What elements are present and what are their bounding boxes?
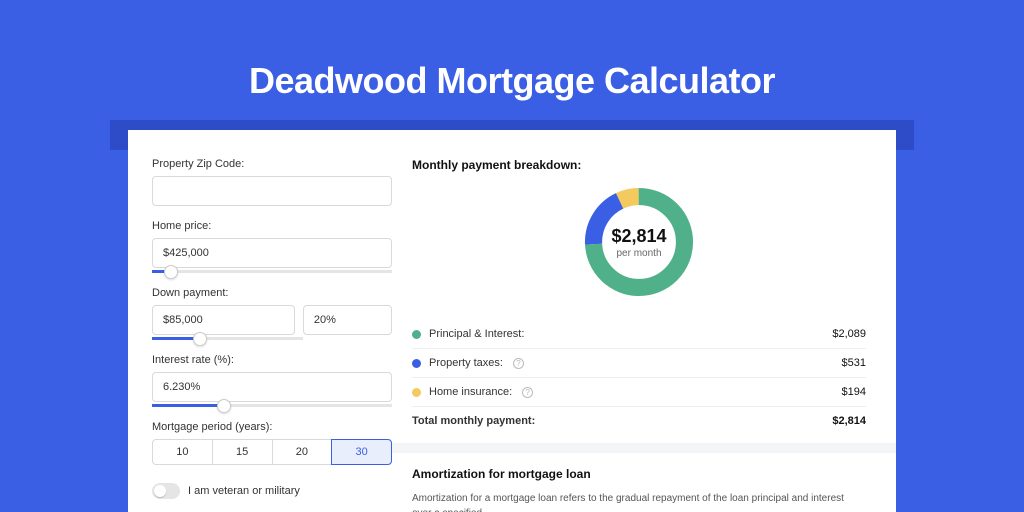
slider-thumb[interactable] <box>217 399 231 413</box>
down-payment-amount-input[interactable] <box>152 305 295 335</box>
inputs-column: Property Zip Code: Home price: Down paym… <box>152 158 392 512</box>
period-label: Mortgage period (years): <box>152 421 392 433</box>
amortization-title: Amortization for mortgage loan <box>412 467 866 481</box>
amortization-text: Amortization for a mortgage loan refers … <box>412 491 866 512</box>
donut-sub: per month <box>616 248 661 259</box>
legend-dot <box>412 359 421 368</box>
period-option-20[interactable]: 20 <box>272 439 333 465</box>
zip-label: Property Zip Code: <box>152 158 392 170</box>
donut-chart: $2,814 per month <box>579 182 699 302</box>
donut-chart-wrap: $2,814 per month <box>412 182 866 302</box>
home-price-field: Home price: <box>152 220 392 273</box>
period-option-10[interactable]: 10 <box>152 439 213 465</box>
total-label: Total monthly payment: <box>412 415 535 427</box>
period-options: 10152030 <box>152 439 392 465</box>
period-option-15[interactable]: 15 <box>212 439 273 465</box>
breakdown-row: Home insurance:? $194 <box>412 378 866 407</box>
total-value: $2,814 <box>832 415 866 427</box>
legend-dot <box>412 330 421 339</box>
veteran-toggle[interactable] <box>152 483 180 499</box>
slider-thumb[interactable] <box>164 265 178 279</box>
home-price-label: Home price: <box>152 220 392 232</box>
breakdown-value: $2,089 <box>832 328 866 340</box>
info-icon[interactable]: ? <box>522 387 533 398</box>
calculator-card: Property Zip Code: Home price: Down paym… <box>128 130 896 512</box>
breakdown-title: Monthly payment breakdown: <box>412 158 866 172</box>
down-payment-label: Down payment: <box>152 287 392 299</box>
info-icon[interactable]: ? <box>513 358 524 369</box>
down-payment-field: Down payment: <box>152 287 392 340</box>
home-price-input[interactable] <box>152 238 392 268</box>
period-field: Mortgage period (years): 10152030 <box>152 421 392 465</box>
interest-rate-label: Interest rate (%): <box>152 354 392 366</box>
breakdown-row: Principal & Interest: $2,089 <box>412 320 866 349</box>
donut-amount: $2,814 <box>611 226 666 247</box>
donut-center: $2,814 per month <box>579 182 699 302</box>
veteran-row: I am veteran or military <box>152 483 392 499</box>
breakdown-label: Principal & Interest: <box>429 328 524 340</box>
breakdown-value: $194 <box>842 386 866 398</box>
toggle-knob <box>154 485 166 497</box>
home-price-slider[interactable] <box>152 270 392 273</box>
interest-rate-field: Interest rate (%): <box>152 354 392 407</box>
interest-rate-slider[interactable] <box>152 404 392 407</box>
breakdown-total-row: Total monthly payment: $2,814 <box>412 407 866 435</box>
down-payment-slider[interactable] <box>152 337 303 340</box>
legend-dot <box>412 388 421 397</box>
breakdown-list: Principal & Interest: $2,089 Property taxe… <box>412 320 866 407</box>
veteran-label: I am veteran or military <box>188 485 300 497</box>
breakdown-row: Property taxes:? $531 <box>412 349 866 378</box>
breakdown-label: Home insurance: <box>429 386 512 398</box>
amortization-section: Amortization for mortgage loan Amortizat… <box>392 443 896 512</box>
interest-rate-input[interactable] <box>152 372 392 402</box>
down-payment-percent-input[interactable] <box>303 305 392 335</box>
page-title: Deadwood Mortgage Calculator <box>0 60 1024 102</box>
breakdown-column: Monthly payment breakdown: $2,814 per mo… <box>412 158 866 512</box>
breakdown-label: Property taxes: <box>429 357 503 369</box>
slider-thumb[interactable] <box>193 332 207 346</box>
breakdown-value: $531 <box>842 357 866 369</box>
period-option-30[interactable]: 30 <box>331 439 392 465</box>
zip-input[interactable] <box>152 176 392 206</box>
zip-field: Property Zip Code: <box>152 158 392 206</box>
hero: Deadwood Mortgage Calculator <box>0 0 1024 102</box>
slider-fill <box>152 404 224 407</box>
